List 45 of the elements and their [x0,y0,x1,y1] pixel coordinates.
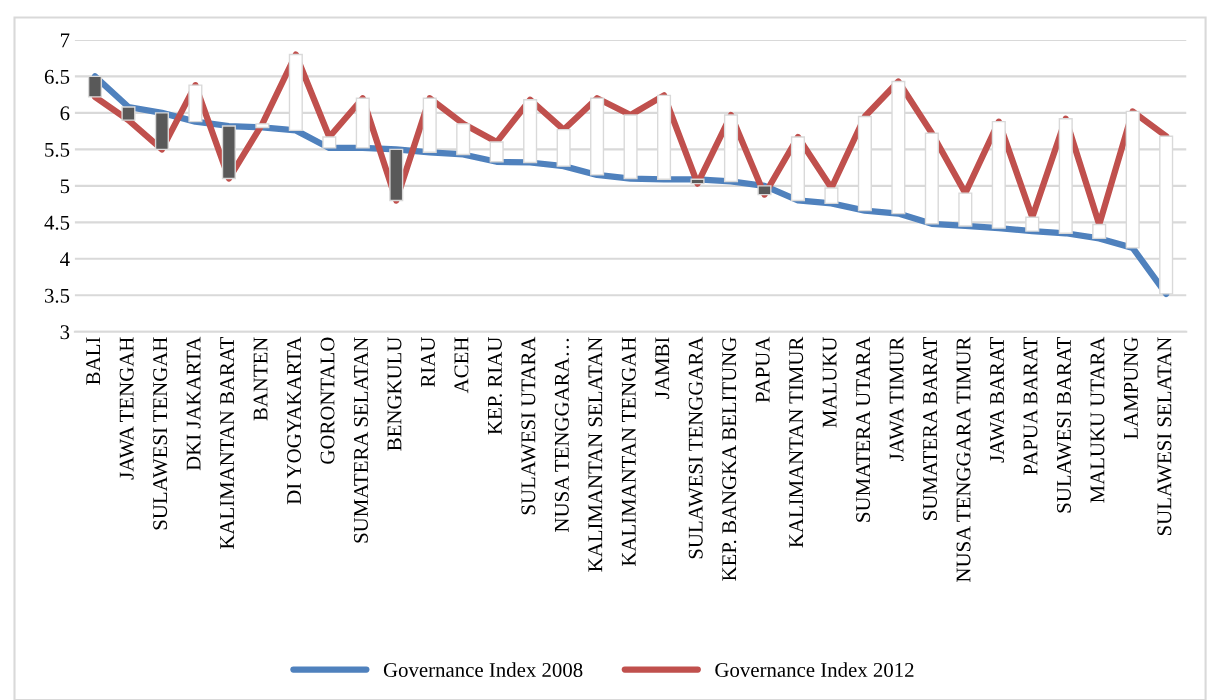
y-tick-label: 6 [60,106,70,121]
legend-label: Governance Index 2012 [715,662,914,678]
x-tick-label: JAWA BARAT [990,337,1005,463]
x-tick-label: SUMATERA UTARA [856,336,871,522]
x-tick-label: KALIMANTAN TIMUR [789,336,804,548]
bar [255,123,270,129]
y-tick-label: 5.5 [45,142,70,157]
x-tick-label: SUMATERA BARAT [923,337,938,520]
x-tick-label: KEP. RIAU [487,337,502,435]
x-tick-label: SULAWESI BARAT [1056,337,1072,513]
x-tick-label: RIAU [420,337,435,387]
legend-label: Governance Index 2008 [383,662,583,678]
x-tick-label: JAWA TENGAH [119,337,134,480]
x-tick-label: SULAWESI SELATAN [1157,337,1172,536]
x-tick-label: LAMPUNG [1123,337,1138,440]
y-tick-label: 4 [60,252,70,267]
x-tick-label: PAPUA [755,336,770,403]
x-tick-label: JAMBI [655,337,670,399]
x-tick-label: KEP. BANGKA BELITUNG [722,337,737,581]
y-tick-label: 6.5 [44,69,70,84]
x-tick-label: BALI [86,337,101,385]
x-tick-label: DI YOGYAKARTA [287,336,302,505]
y-tick-label: 4.5 [44,215,70,230]
x-tick-label: KALIMANTAN TENGAH [621,337,636,567]
x-tick-label: SULAWESI UTARA [521,336,536,515]
x-tick-label: MALUKU [822,337,837,428]
x-tick-label: SULAWESI TENGAH [153,337,168,530]
x-tick-label: GORONTALO [320,337,335,464]
x-tick-label: BANTEN [253,337,268,421]
x-tick-label: MALUKU UTARA [1090,336,1105,503]
x-tick-label: KALIMANTAN SELATAN [588,337,603,572]
x-tick-label: SULAWESI TENGGARA [688,336,703,559]
x-tick-label: NUSA TENGGARA TIMUR [956,336,971,582]
y-tick-label: 3 [60,325,70,340]
x-tick-label: BENGKULU [387,337,402,451]
y-tick-label: 3.5 [44,288,70,303]
x-tick-label: ACEH [454,337,469,394]
y-tick-label: 7 [60,33,70,48]
y-tick-label: 5 [60,179,70,194]
x-tick-label: PAPUA BARAT [1023,337,1038,475]
x-tick-label: DKI JAKARTA [186,336,201,471]
x-tick-label: SUMATERA SELATAN [353,337,368,543]
x-tick-label: NUSA TENGGARA… [554,338,569,532]
x-tick-label: KALIMANTAN BARAT [220,337,234,550]
x-tick-label: JAWA TIMUR [889,336,904,461]
